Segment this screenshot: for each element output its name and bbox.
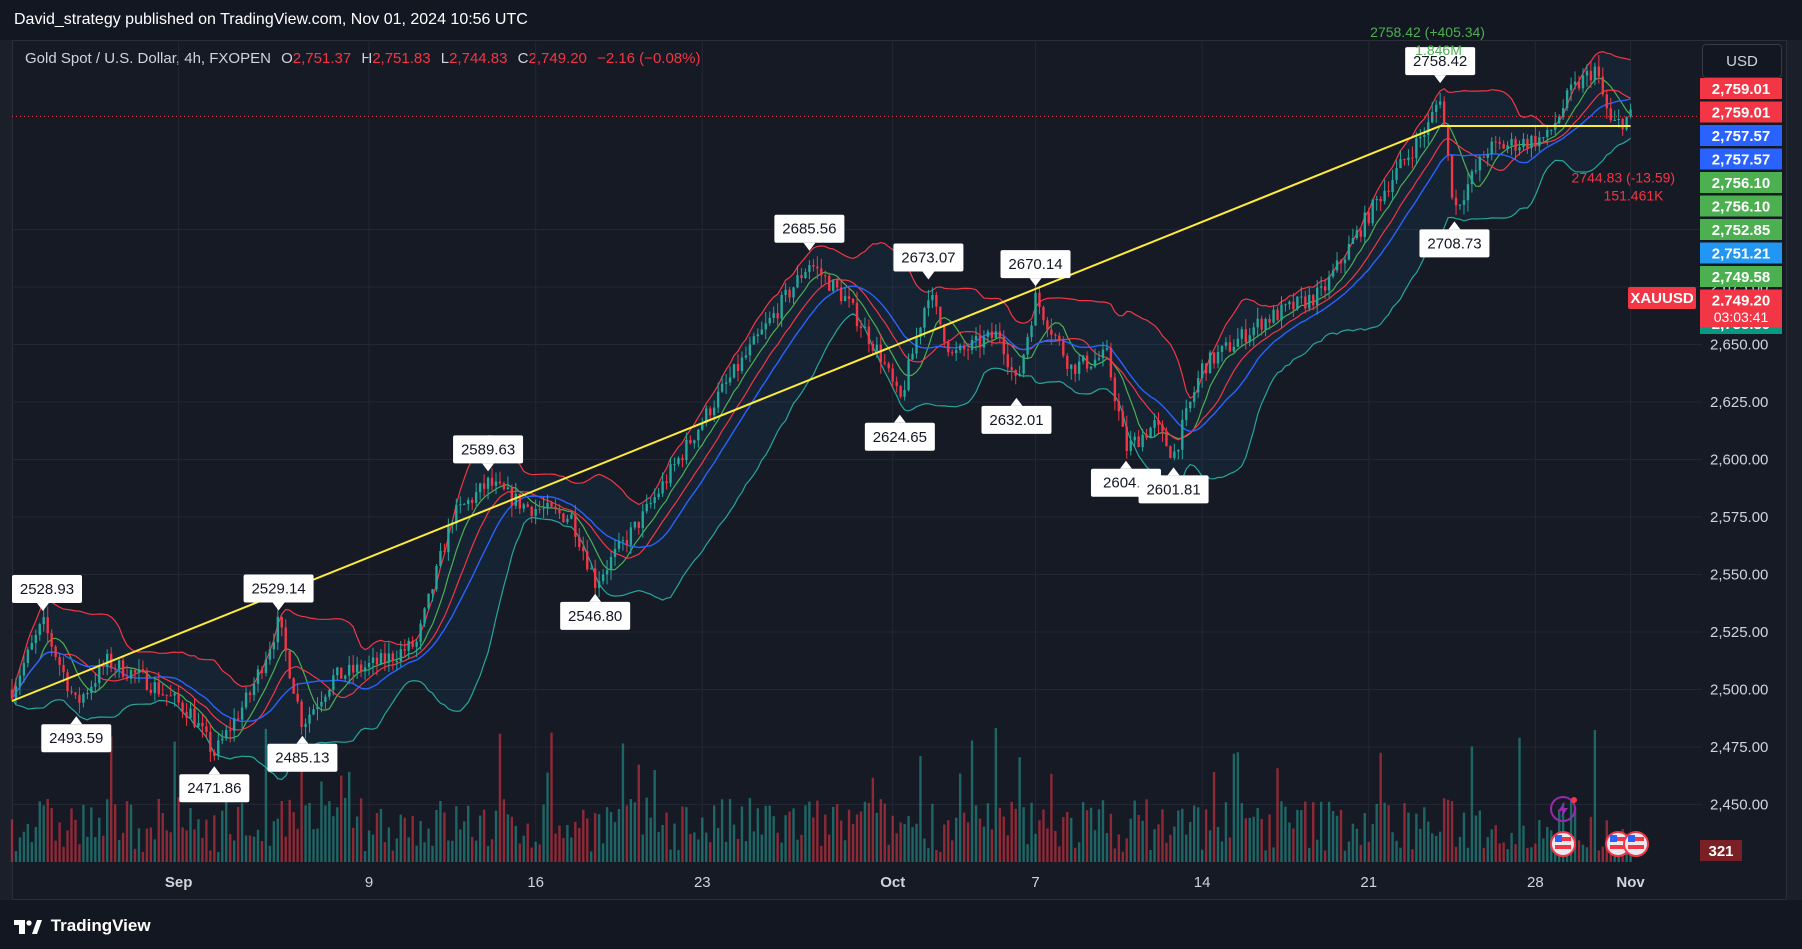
legend-low-label: L	[440, 50, 450, 67]
tradingview-brand[interactable]: TradingView	[14, 916, 151, 936]
legend-high-label: H	[361, 50, 373, 67]
chart-legend: Gold Spot / U.S. Dollar, 4h, FXOPEN O2,7…	[25, 50, 700, 67]
publisher-line: David_strategy published on TradingView.…	[14, 11, 528, 28]
legend-change: −2.16 (−0.08%)	[597, 50, 701, 67]
legend-close-label: C	[517, 50, 529, 67]
legend-open: 2,751.37	[292, 50, 352, 67]
legend-high: 2,751.83	[372, 50, 431, 67]
top-bar	[0, 0, 1802, 40]
currency-button[interactable]: USD	[1702, 44, 1782, 78]
tradingview-logo-icon	[14, 919, 42, 934]
legend-open-label: O	[281, 50, 293, 67]
legend-low: 2,744.83	[449, 50, 508, 67]
legend-close: 2,749.20	[528, 50, 587, 67]
legend-symbol: Gold Spot / U.S. Dollar, 4h, FXOPEN	[25, 50, 271, 67]
chart-frame[interactable]	[12, 40, 1787, 900]
footer-bar	[0, 900, 1802, 949]
brand-name: TradingView	[50, 916, 151, 935]
